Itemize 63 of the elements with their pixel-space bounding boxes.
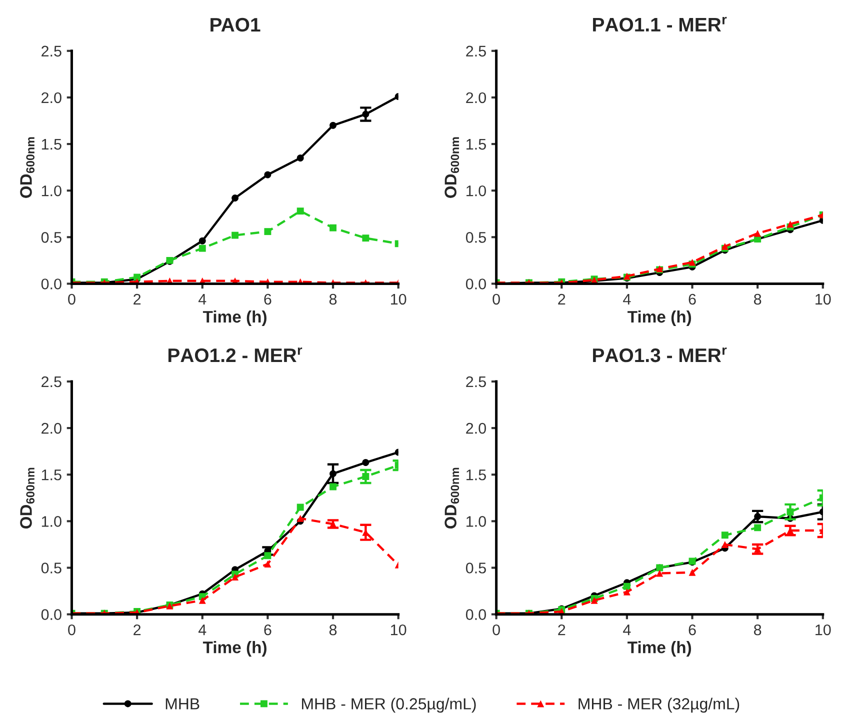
y-tick-label: 0.5 — [466, 562, 486, 574]
y-axis-title: OD$_{600nm}$ — [20, 468, 34, 529]
x-tick-label: 4 — [623, 294, 631, 305]
legend-label: MHB — [166, 698, 200, 710]
x-tick-label: 0 — [68, 624, 76, 636]
legend-label: MHB - MER (32µg/mL) — [578, 698, 740, 713]
x-tick-label: 8 — [329, 624, 337, 636]
y-tick-label: 1.0 — [42, 185, 62, 196]
x-tick-label: 0 — [68, 294, 76, 305]
x-tick-label: 0 — [492, 294, 500, 305]
x-tick-label: 6 — [264, 294, 272, 305]
x-tick-label: 0 — [492, 624, 500, 636]
chart-title: PAO1.1 - MER$^{r}$ — [593, 16, 727, 32]
chart-title: PAO1.2 - MER$^{r}$ — [168, 347, 302, 362]
x-tick-label: 6 — [264, 624, 272, 636]
x-axis-title: Time (h) — [202, 641, 266, 657]
y-tick-label: 1.0 — [466, 516, 486, 527]
x-tick-label: 8 — [754, 624, 762, 636]
x-axis-title: Time (h) — [628, 310, 692, 326]
x-tick-label: 4 — [198, 624, 206, 636]
x-tick-label: 2 — [134, 624, 141, 636]
y-tick-label: 1.0 — [42, 516, 62, 527]
y-axis-title: OD$_{600nm}$ — [444, 137, 460, 198]
x-tick-label: 8 — [329, 294, 337, 305]
x-tick-label: 4 — [198, 294, 206, 305]
chart-title: PAO1.3 - MER$^{r}$ — [593, 347, 727, 362]
x-tick-label: 10 — [816, 624, 831, 636]
y-tick-label: 2.5 — [466, 46, 486, 57]
y-tick-label: 1.5 — [466, 139, 486, 150]
x-tick-label: 10 — [391, 624, 406, 636]
x-tick-label: 2 — [558, 294, 566, 305]
y-tick-label: 2.0 — [466, 422, 486, 434]
x-axis-title: Time (h) — [628, 641, 692, 657]
y-tick-label: 2.5 — [466, 376, 486, 388]
y-tick-label: 0.0 — [466, 609, 486, 620]
y-tick-label: 0.5 — [41, 562, 62, 574]
y-tick-label: 0.0 — [41, 278, 62, 290]
y-tick-label: 1.5 — [466, 470, 486, 480]
y-tick-label: 1.5 — [42, 139, 62, 150]
y-tick-label: 0.5 — [41, 232, 62, 243]
legend-label: MHB - MER (0.25µg/mL) — [302, 698, 476, 713]
y-tick-label: 2.5 — [42, 46, 62, 57]
y-tick-label: 1.0 — [466, 185, 486, 196]
x-tick-label: 10 — [391, 294, 406, 305]
x-tick-label: 8 — [754, 294, 762, 305]
x-tick-label: 6 — [688, 294, 696, 305]
x-tick-label: 2 — [134, 294, 141, 305]
y-tick-label: 2.0 — [42, 422, 62, 434]
x-tick-label: 2 — [558, 624, 566, 636]
x-tick-label: 6 — [688, 624, 696, 636]
y-tick-label: 2.0 — [466, 92, 486, 104]
y-tick-label: 2.0 — [42, 92, 62, 104]
y-tick-label: 2.5 — [42, 376, 62, 388]
y-axis-title: OD$_{600nm}$ — [444, 468, 460, 529]
chart-title: PAO1 — [210, 18, 260, 32]
y-tick-label: 0.0 — [41, 609, 62, 620]
y-tick-label: 1.5 — [42, 470, 62, 480]
y-tick-label: 0.0 — [466, 278, 486, 290]
y-axis-title: OD$_{600nm}$ — [20, 137, 34, 198]
x-axis-title: Time (h) — [202, 310, 266, 326]
x-tick-label: 4 — [623, 624, 631, 636]
y-tick-label: 0.5 — [466, 232, 486, 243]
x-tick-label: 10 — [816, 294, 831, 305]
